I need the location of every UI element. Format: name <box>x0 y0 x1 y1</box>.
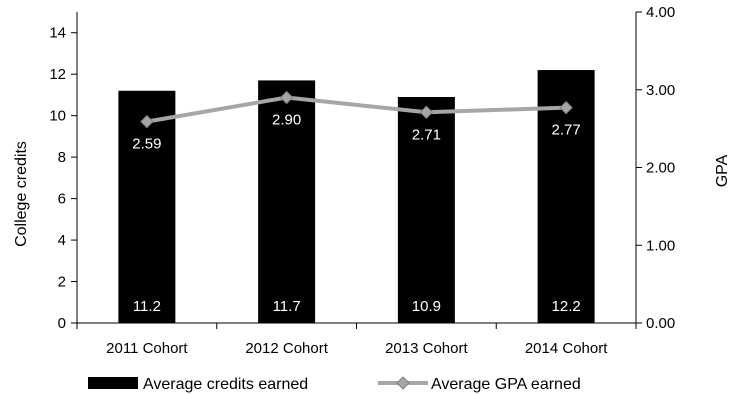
bar-value-label: 11.7 <box>273 298 301 315</box>
y-tick-label: 2 <box>58 274 66 291</box>
y2-tick-label: 2.00 <box>646 160 675 177</box>
y-axis-title: College credits <box>13 141 30 247</box>
y-tick-label: 14 <box>49 25 66 42</box>
bar-credits <box>118 90 176 323</box>
y2-tick-label: 3.00 <box>646 82 675 99</box>
x-tick-label: 2011 Cohort <box>106 340 188 357</box>
gpa-point-marker <box>559 100 573 115</box>
gpa-point-marker <box>140 114 154 129</box>
legend-label-gpa: Average GPA earned <box>431 376 581 393</box>
y2-tick-label: 0.00 <box>646 315 675 332</box>
gpa-value-label: 2.59 <box>132 136 161 153</box>
y-tick-label: 0 <box>58 315 66 332</box>
axes-layer: 0 2 4 6 8 10 12 14 0.00 1.00 2.00 3.00 4.00 2011 Coho… <box>49 4 675 357</box>
bar-credits <box>258 80 316 323</box>
gpa-value-label: 2.90 <box>272 112 301 129</box>
bar-value-label: 10.9 <box>412 298 441 315</box>
y-tick-label: 6 <box>58 191 66 208</box>
y2-tick-label: 1.00 <box>646 237 675 254</box>
gpa-value-label: 2.71 <box>412 126 441 143</box>
legend-swatch-gpa-marker <box>396 376 410 390</box>
y-tick-label: 12 <box>49 66 66 83</box>
y-tick-label: 8 <box>58 149 66 166</box>
legend: Average credits earned Average GPA earne… <box>88 376 581 393</box>
y2-axis-title: GPA <box>714 154 731 187</box>
gpa-point-marker <box>279 90 294 105</box>
bar-value-label: 11.2 <box>133 298 161 315</box>
y-tick-label: 4 <box>58 232 66 249</box>
bar-credits <box>397 97 455 323</box>
y-tick-label: 10 <box>49 108 66 125</box>
gpa-value-label: 2.77 <box>552 122 581 139</box>
legend-label-credits: Average credits earned <box>143 376 308 393</box>
gpa-line-layer <box>140 90 573 129</box>
legend-swatch-credits <box>88 377 138 389</box>
gpa-point-marker <box>419 105 434 120</box>
y2-tick-label: 4.00 <box>646 4 675 21</box>
x-tick-label: 2012 Cohort <box>245 340 328 357</box>
x-tick-label: 2013 Cohort <box>385 340 468 357</box>
gpa-series-line <box>146 95 567 124</box>
labels-layer: 11.2 2.59 11.7 2.90 10.9 2.71 12.2 2.77 <box>132 112 580 315</box>
x-tick-label: 2014 Cohort <box>525 340 608 357</box>
bar-value-label: 12.2 <box>552 298 581 315</box>
